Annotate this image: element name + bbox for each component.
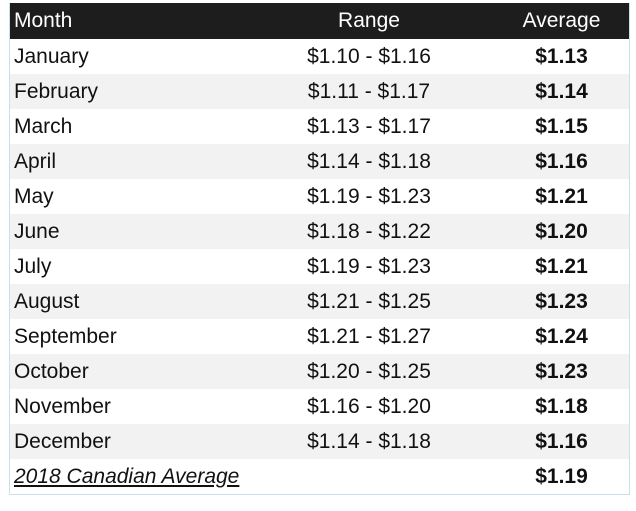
- range-cell: $1.16 - $1.20: [307, 394, 431, 418]
- average-cell: $1.23: [474, 284, 629, 319]
- month-cell: November: [14, 394, 111, 418]
- column-header: Range: [264, 3, 474, 39]
- month-cell: March: [14, 114, 73, 138]
- range-cell: $1.19 - $1.23: [307, 184, 431, 208]
- month-cell: May: [14, 184, 54, 208]
- month-cell: October: [10, 354, 264, 389]
- footer-row: 2018 Canadian Average $1.19: [10, 459, 629, 494]
- table-row: July $1.19 - $1.23 $1.21: [10, 249, 629, 284]
- range-cell: $1.21 - $1.25: [264, 284, 474, 319]
- month-cell: April: [10, 144, 264, 179]
- range-cell: $1.19 - $1.23: [307, 254, 431, 278]
- month-cell: August: [10, 284, 264, 319]
- average-cell: $1.18: [535, 394, 588, 418]
- range-cell: $1.21 - $1.27: [307, 324, 431, 348]
- average-cell: $1.20: [474, 214, 629, 249]
- month-cell: December: [10, 424, 264, 459]
- month-cell: July: [14, 254, 52, 278]
- table-row: May $1.19 - $1.23 $1.21: [10, 179, 629, 214]
- month-cell: September: [14, 324, 117, 348]
- average-cell: $1.15: [535, 114, 588, 138]
- footer-value: $1.19: [535, 464, 588, 488]
- price-table: Month Range Average January $1.10 - $1.16 $1…: [10, 3, 629, 494]
- average-cell: $1.24: [535, 324, 588, 348]
- average-cell: $1.23: [474, 354, 629, 389]
- average-cell: $1.13: [535, 44, 588, 68]
- average-cell: $1.21: [535, 184, 588, 208]
- footer-cell: 2018 Canadian Average: [10, 459, 264, 494]
- range-cell: $1.18 - $1.22: [264, 214, 474, 249]
- footer-empty: [264, 459, 474, 494]
- table-row: February $1.11 - $1.17 $1.14: [10, 74, 629, 109]
- column-header: Average: [474, 3, 629, 39]
- month-cell: February: [10, 74, 264, 109]
- table-row: March $1.13 - $1.17 $1.15: [10, 109, 629, 144]
- month-cell: January: [14, 44, 89, 68]
- average-cell: $1.14: [474, 74, 629, 109]
- table-body: January $1.10 - $1.16 $1.13 February $1.11 -…: [10, 39, 629, 459]
- table-row: December $1.14 - $1.18 $1.16: [10, 424, 629, 459]
- table-container: Month Range Average January $1.10 - $1.16 $1…: [9, 3, 630, 495]
- footer-label[interactable]: 2018 Canadian Average: [14, 464, 240, 488]
- range-cell: $1.14 - $1.18: [264, 144, 474, 179]
- month-cell: June: [10, 214, 264, 249]
- range-cell: $1.11 - $1.17: [264, 74, 474, 109]
- table-row: November $1.16 - $1.20 $1.18: [10, 389, 629, 424]
- table-row: April $1.14 - $1.18 $1.16: [10, 144, 629, 179]
- table-row: October $1.20 - $1.25 $1.23: [10, 354, 629, 389]
- table-row: January $1.10 - $1.16 $1.13: [10, 39, 629, 74]
- table-row: August $1.21 - $1.25 $1.23: [10, 284, 629, 319]
- table-row: September $1.21 - $1.27 $1.24: [10, 319, 629, 354]
- average-cell: $1.16: [474, 424, 629, 459]
- header-row: Month Range Average: [10, 3, 629, 39]
- average-cell: $1.21: [535, 254, 588, 278]
- average-cell: $1.16: [474, 144, 629, 179]
- table-row: June $1.18 - $1.22 $1.20: [10, 214, 629, 249]
- range-cell: $1.10 - $1.16: [307, 44, 431, 68]
- column-header: Month: [10, 3, 264, 39]
- range-cell: $1.13 - $1.17: [307, 114, 431, 138]
- range-cell: $1.14 - $1.18: [264, 424, 474, 459]
- range-cell: $1.20 - $1.25: [264, 354, 474, 389]
